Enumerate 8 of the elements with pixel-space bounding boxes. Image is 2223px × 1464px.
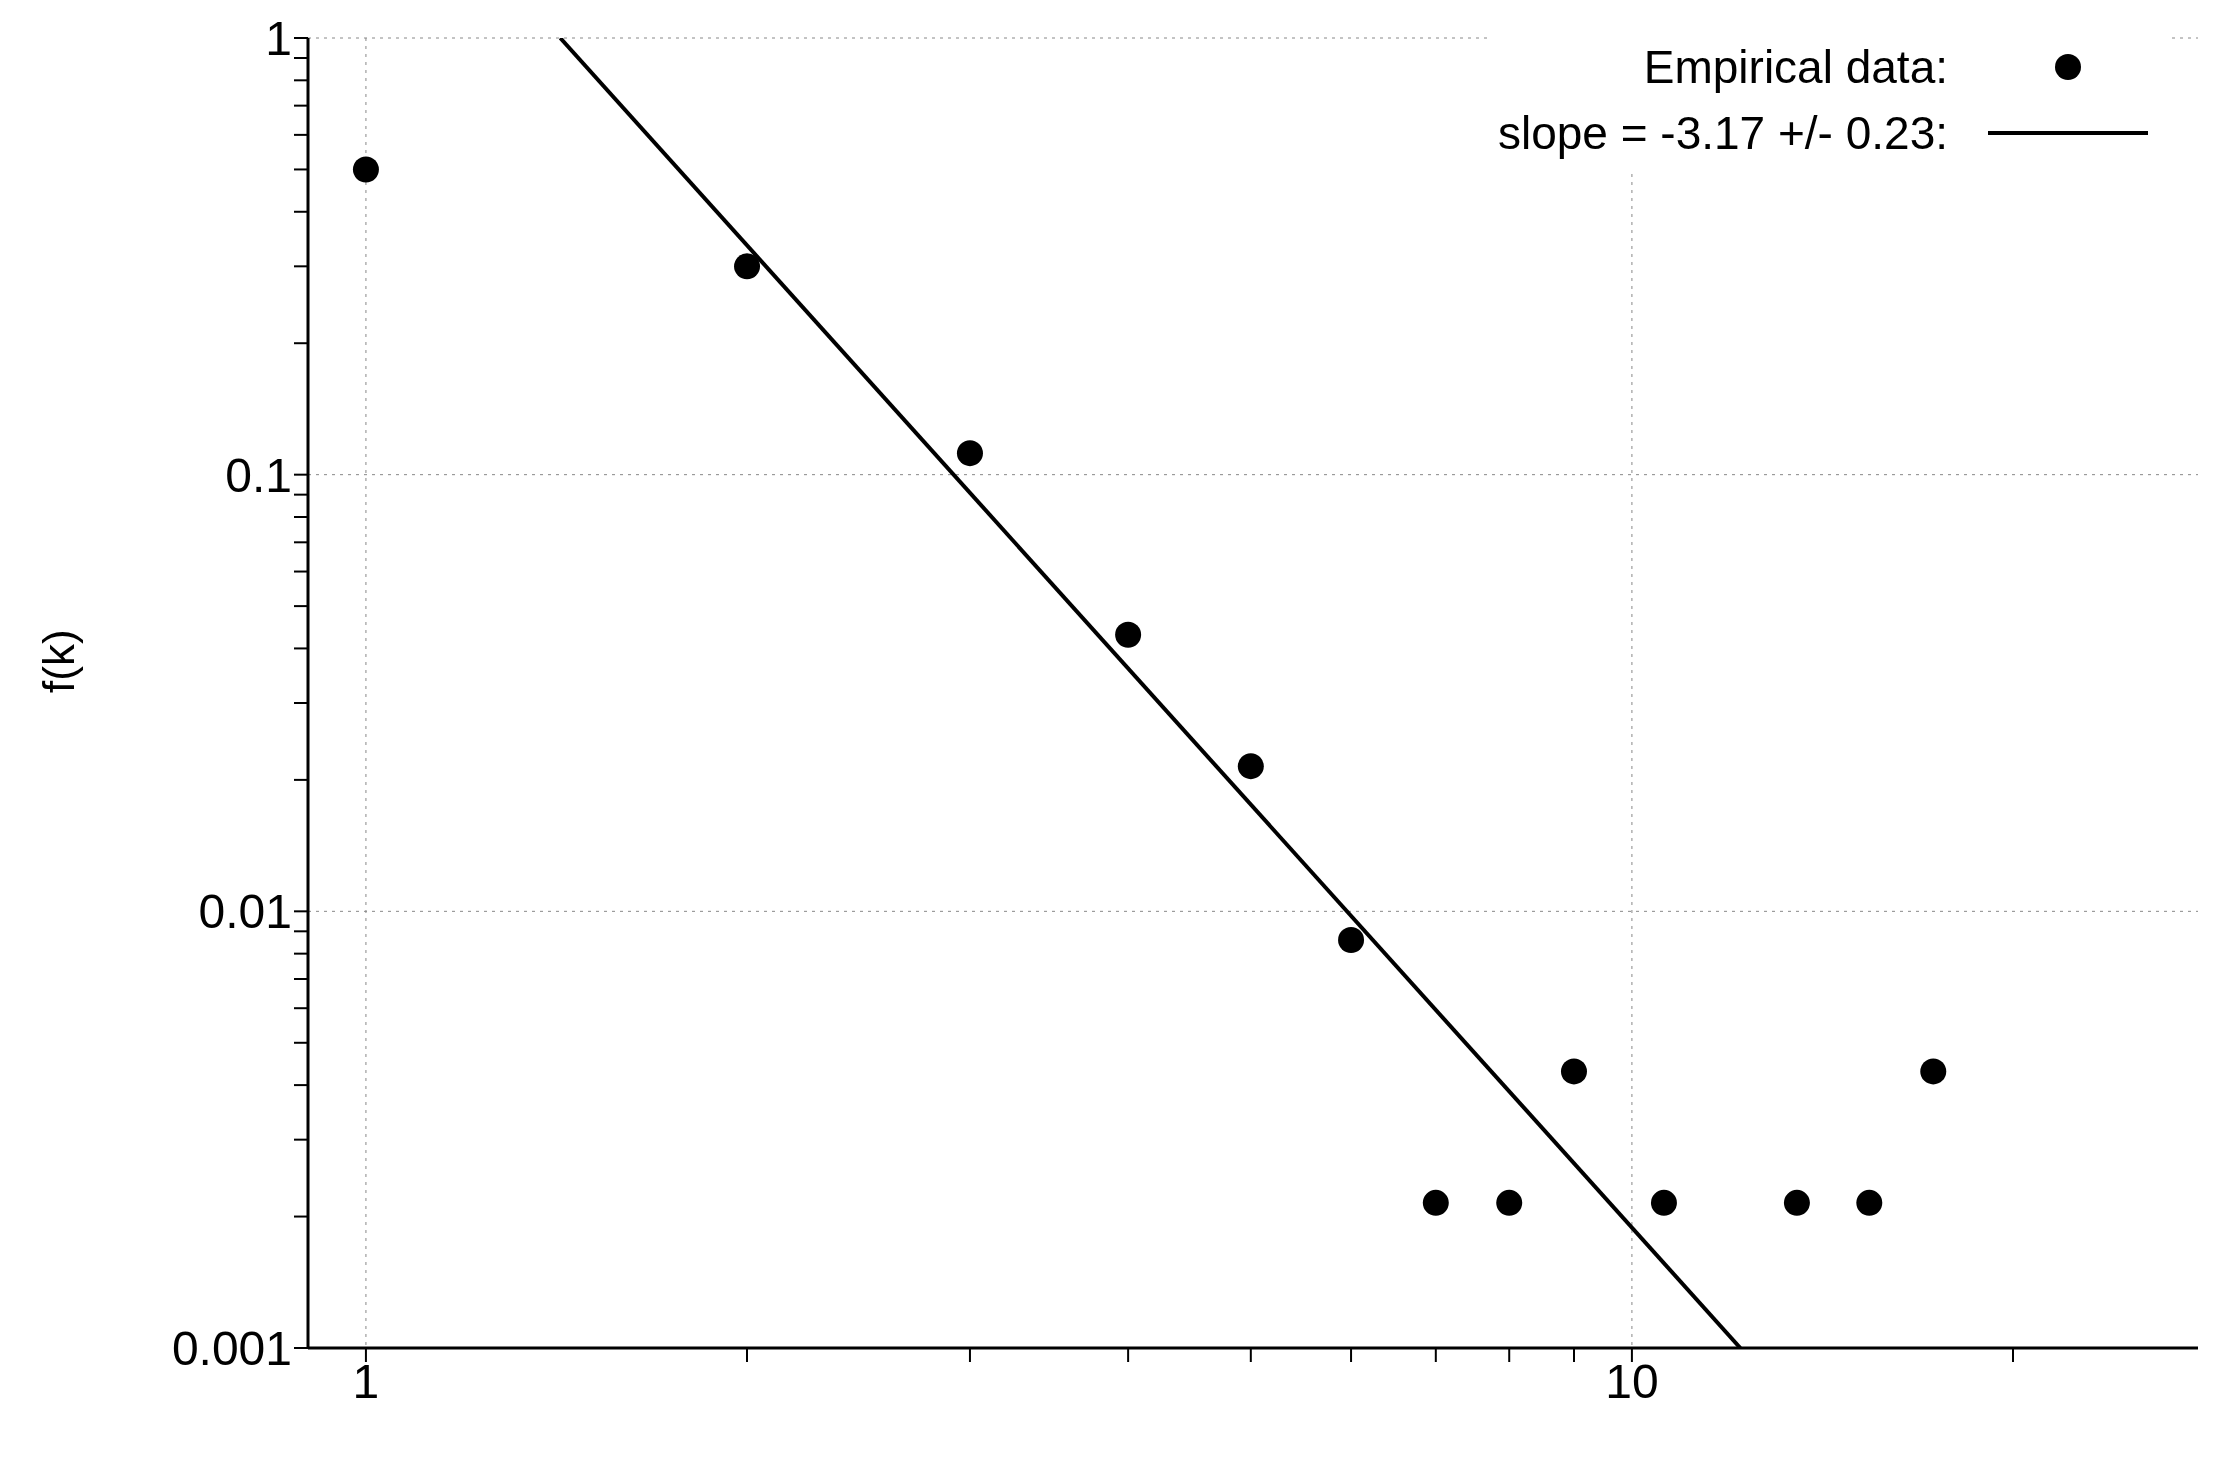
y-axis-title: f(k) (33, 629, 83, 693)
legend-label: Empirical data: (1643, 40, 1948, 94)
y-tick-label: 0.01 (198, 885, 292, 939)
y-tick-label: 1 (265, 12, 292, 66)
legend-label: slope = -3.17 +/- 0.23: (1497, 106, 1948, 160)
y-tick-label: 0.1 (225, 448, 292, 502)
x-tick-label: 10 (1605, 1355, 1659, 1409)
y-tick-label: 0.001 (171, 1322, 292, 1376)
